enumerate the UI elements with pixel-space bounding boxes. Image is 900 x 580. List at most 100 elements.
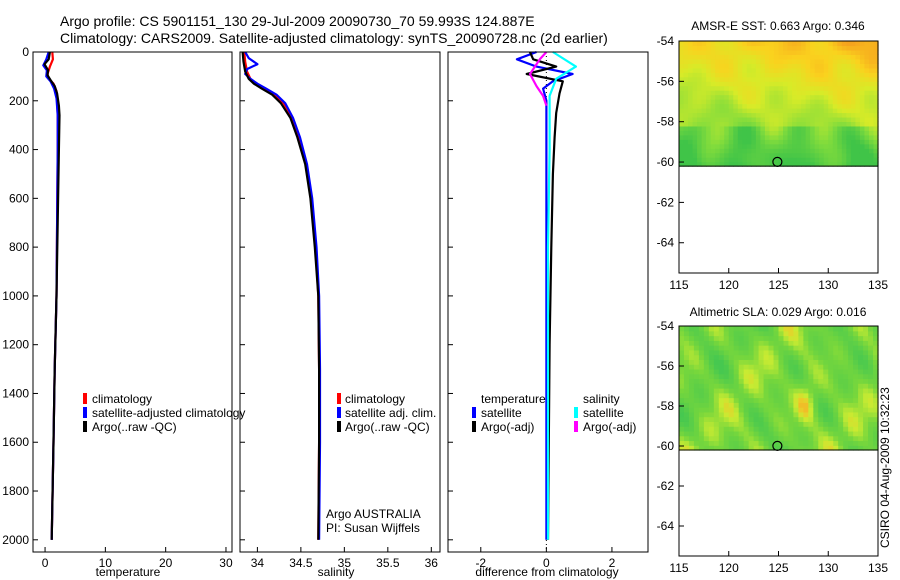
heatmap-cell (868, 72, 875, 78)
heatmap-cell (814, 148, 820, 154)
heatmap-cell (703, 435, 710, 442)
heatmap-cell (688, 373, 695, 380)
heatmap-cell (832, 49, 838, 55)
heatmap-cell (698, 392, 705, 399)
heatmap-cell (823, 402, 829, 408)
heatmap-cell (793, 407, 799, 413)
heatmap-cell (798, 402, 804, 408)
heatmap-cell (818, 397, 824, 403)
x-tick-label: 125 (768, 561, 788, 575)
heatmap-cell (746, 108, 752, 114)
heatmap-cell (846, 108, 852, 114)
heatmap-cell (841, 161, 847, 167)
heatmap-cell (838, 378, 844, 384)
heatmap-cell (841, 125, 847, 131)
legend-swatch-satellite-adjusted (83, 407, 87, 418)
heatmap-cell (768, 368, 775, 375)
heatmap-cell (724, 76, 730, 82)
heatmap-cell (853, 345, 859, 351)
heatmap-cell (733, 63, 739, 69)
heatmap-cell (715, 116, 721, 123)
heatmap-cell (808, 402, 814, 408)
heatmap-cell (703, 326, 710, 332)
heatmap-cell (715, 41, 721, 47)
heatmap-cell (868, 161, 875, 167)
heatmap-cell (848, 383, 854, 389)
heatmap-cell (679, 388, 685, 394)
heatmap-cell (743, 411, 750, 418)
heatmap-cell (719, 67, 725, 73)
heatmap-cell (719, 72, 725, 78)
heatmap-cell (792, 134, 798, 140)
heatmap-cell (864, 116, 870, 123)
heatmap-cell (768, 397, 775, 403)
heatmap-cell (688, 383, 695, 389)
heatmap-cell (733, 67, 739, 73)
x-tick-label: 2 (609, 556, 616, 570)
heatmap-cell (733, 94, 739, 100)
heatmap-cell (728, 148, 734, 154)
heatmap-cell (708, 359, 715, 365)
heatmap-cell (693, 430, 700, 437)
heatmap-cell (733, 383, 740, 389)
heatmap-cell (737, 45, 743, 51)
heatmap-cell (783, 368, 790, 375)
heatmap-cell (692, 112, 698, 118)
heatmap-cell (808, 430, 814, 437)
y-tick-label: 1200 (2, 338, 29, 352)
heatmap-cell (733, 41, 739, 47)
heatmap-cell (746, 148, 752, 154)
heatmap-cell (778, 340, 785, 346)
heatmap-cell (796, 81, 802, 87)
heatmap-cell (855, 116, 861, 123)
heatmap-cell (773, 388, 780, 394)
heatmap-cell (746, 121, 752, 127)
heatmap-cell (859, 121, 866, 127)
heatmap-cell (698, 378, 705, 384)
heatmap-cell (783, 388, 790, 394)
heatmap-cell (769, 143, 775, 149)
heatmap-cell (814, 49, 820, 55)
heatmap-cell (758, 354, 765, 360)
heatmap-cell (783, 335, 790, 341)
heatmap-cell (853, 326, 859, 332)
heatmap-cell (803, 397, 809, 403)
heatmap-cell (738, 445, 745, 451)
heatmap-cell (723, 340, 730, 346)
heatmap-cell (793, 349, 799, 356)
heatmap-cell (850, 108, 856, 114)
heatmap-cell (818, 378, 824, 384)
heatmap-cell (793, 421, 799, 427)
heatmap-cell (841, 45, 847, 51)
heatmap-cell (688, 407, 695, 413)
heatmap-cell (843, 397, 849, 403)
heatmap-cell (803, 345, 809, 351)
heatmap-cell (773, 378, 780, 384)
heatmap-cell (805, 58, 811, 64)
heatmap-cell (848, 440, 854, 446)
heatmap-cell (828, 54, 834, 60)
heatmap-cell (859, 49, 866, 55)
heatmap-cell (719, 112, 725, 118)
heatmap-cell (873, 99, 879, 105)
y-tick-label: -60 (657, 155, 675, 169)
heatmap-cell (764, 99, 771, 105)
heatmap-cell (837, 121, 843, 127)
heatmap-cell (837, 85, 843, 91)
heatmap-cell (688, 411, 695, 418)
heatmap-cell (723, 416, 730, 422)
heatmap-cell (805, 90, 811, 96)
heatmap-cell (863, 397, 869, 403)
heatmap-cell (719, 54, 725, 60)
heatmap-cell (701, 130, 707, 136)
heatmap-cell (792, 121, 798, 127)
heatmap-cell (706, 99, 712, 105)
heatmap-cell (701, 85, 707, 91)
heatmap-cell (751, 49, 757, 55)
heatmap-cell (764, 125, 771, 131)
y-tick-label: -58 (657, 115, 675, 129)
heatmap-cell (873, 45, 879, 51)
heatmap-cell (713, 445, 720, 451)
heatmap-cell (859, 130, 866, 136)
legend-label-salinity-satellite: satellite (583, 406, 624, 420)
